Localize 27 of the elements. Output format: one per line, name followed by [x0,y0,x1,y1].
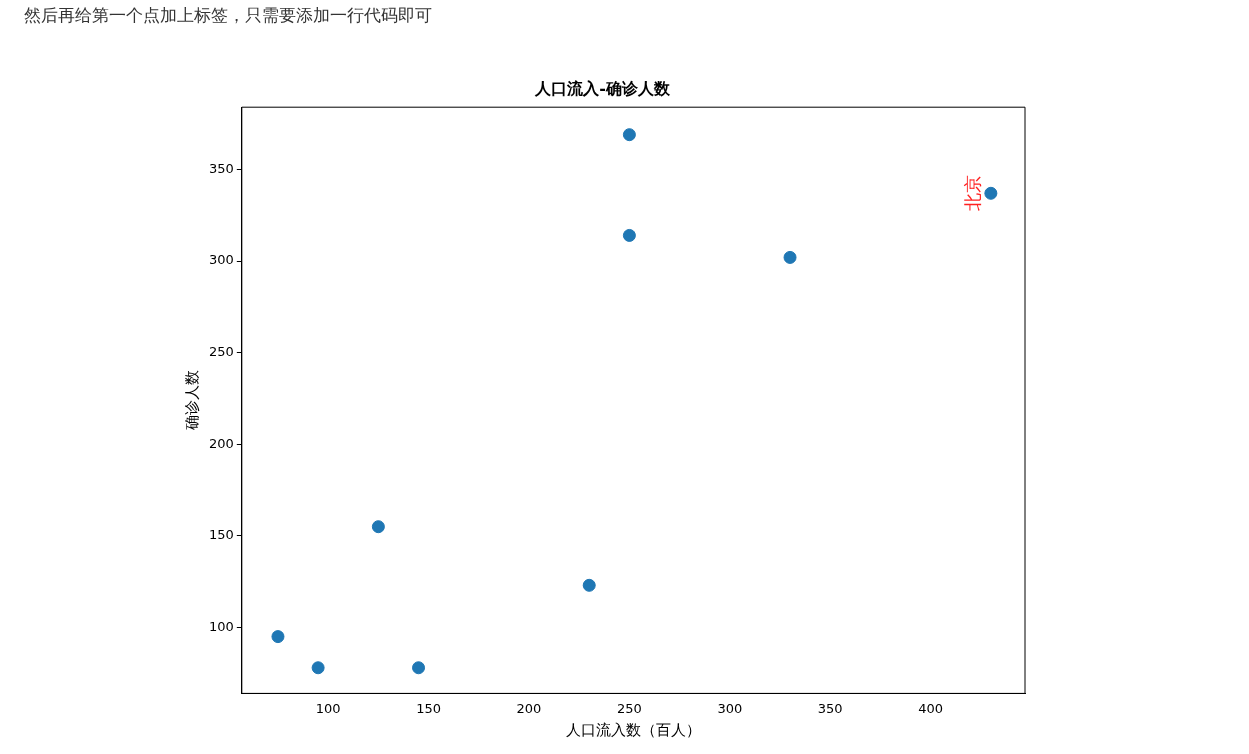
x-tick-label: 350 [817,700,843,716]
x-tick-label: 250 [616,700,642,716]
x-tick-label: 150 [416,700,441,716]
y-tick-label: 350 [208,160,234,176]
x-tick-label: 300 [717,700,743,716]
point [582,578,596,592]
y-axis-title: 确诊人数 [182,370,201,432]
y-tick-label: 150 [208,527,234,543]
point [984,186,998,200]
annotation: 北京 [961,175,983,212]
point [622,228,636,242]
text: 然后再给第一个点加上标签，只需要添加一行代码即可 [24,4,432,27]
y-tick-label: 200 [208,435,234,451]
point [371,520,385,534]
point [622,128,636,142]
y-tick-label: 300 [208,252,234,268]
x-axis-title: 人口流入数（百人） [565,720,701,739]
x-tick-label: 400 [918,700,944,716]
y-tick-label: 250 [208,344,234,360]
point [412,661,426,675]
point [783,250,797,264]
point [271,630,285,644]
point [311,661,325,675]
chart-title: 人口流入-确诊人数 [534,78,671,98]
y-tick-label: 100 [208,618,234,634]
x-tick-label: 100 [315,700,341,716]
x-tick-label: 200 [516,700,542,716]
